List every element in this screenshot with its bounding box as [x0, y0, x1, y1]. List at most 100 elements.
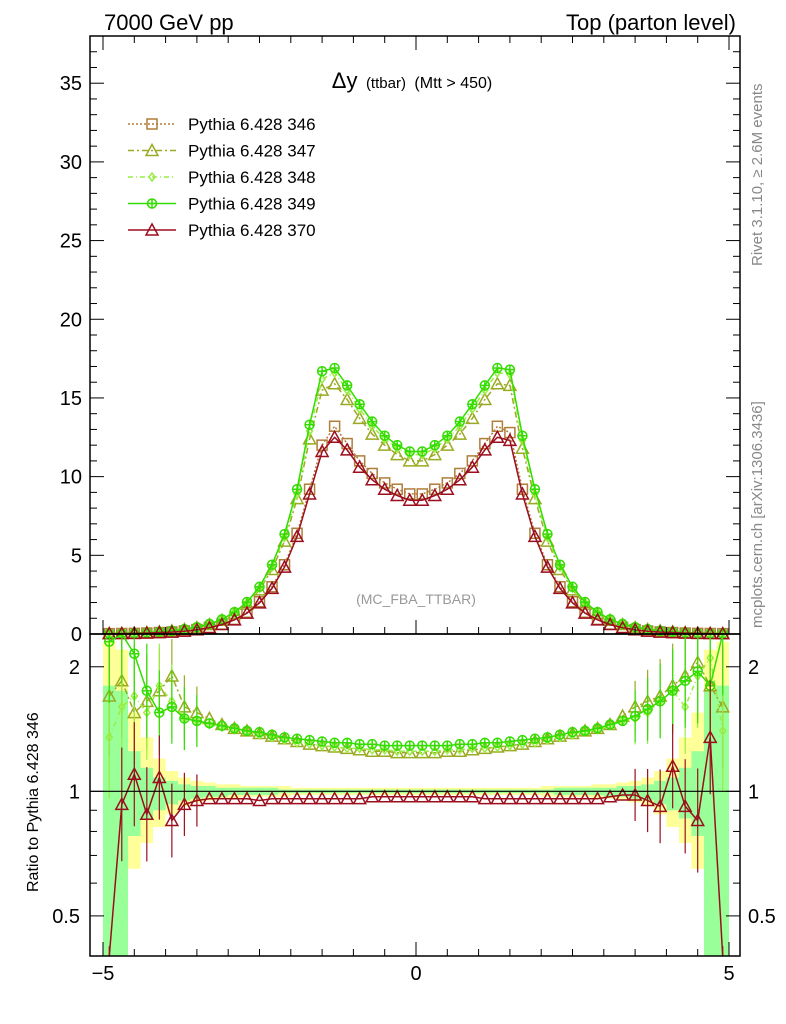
main-point-s3-17: [316, 365, 328, 377]
ratio-point-s3-26: [429, 740, 441, 751]
ratio-point-s3-4: [154, 707, 165, 718]
ratio-point-s3-33: [517, 734, 528, 746]
legend-marker-4: [144, 222, 160, 236]
ratio-point-s2-22: [380, 744, 389, 756]
main-point-s1-19: [339, 391, 355, 406]
main-point-s4-4: [152, 625, 167, 639]
main-point-s0-25: [416, 488, 429, 500]
main-ytick-label-0: 0: [71, 624, 82, 646]
ratio-point-s4-21: [364, 789, 380, 803]
ratio-point-s3-3: [141, 685, 153, 697]
legend-marker-0: [146, 118, 158, 130]
main-point-s2-25: [418, 449, 427, 460]
ratio-ytick-label-left-2: 2: [69, 657, 80, 679]
main-ytick-label-20: 20: [60, 309, 82, 331]
main-point-s3-13: [266, 559, 278, 571]
main-point-s4-23: [389, 487, 405, 502]
ratio-point-s4-39: [590, 791, 605, 805]
ratio-point-s4-32: [502, 791, 518, 805]
ratio-point-s2-13: [268, 732, 276, 743]
main-point-s4-41: [615, 620, 630, 634]
ratio-point-s3-21: [366, 738, 378, 750]
ratio-point-s4-47: [690, 812, 705, 827]
ratio-point-s3-34: [529, 733, 541, 744]
main-line-series-4: [109, 436, 723, 635]
main-point-s1-23: [389, 447, 405, 461]
main-point-s1-30: [477, 391, 493, 406]
ratio-point-s4-1: [114, 796, 130, 811]
main-point-s0-23: [391, 483, 403, 495]
main-point-s3-31: [492, 362, 503, 374]
main-ytick-label-25: 25: [60, 231, 82, 253]
main-point-s3-21: [366, 416, 378, 427]
ratio-line-series-4: [108, 737, 724, 957]
ratio-point-s3-46: [679, 675, 691, 687]
ratio-point-s4-24: [402, 789, 418, 803]
main-point-s4-8: [202, 620, 217, 634]
main-point-s4-10: [227, 612, 242, 626]
ratio-point-s3-23: [391, 740, 403, 751]
ratio-frame: [89, 633, 741, 957]
ratio-point-s4-44: [652, 798, 668, 813]
main-point-s1-27: [440, 437, 455, 451]
legend-marker-2: [148, 171, 156, 183]
ratio-point-s4-18: [327, 791, 342, 805]
main-point-s3-39: [592, 606, 603, 618]
main-point-s3-19: [341, 380, 353, 391]
main-point-s1-26: [427, 447, 443, 461]
ratio-point-s4-15: [289, 791, 305, 805]
ratio-point-s3-16: [304, 734, 315, 746]
main-point-s3-32: [504, 364, 516, 375]
ratio-point-s4-48: [702, 729, 718, 744]
ratio-point-s3-5: [166, 701, 178, 713]
main-point-s1-21: [364, 426, 380, 440]
main-point-s3-35: [542, 528, 553, 540]
main-point-s4-33: [515, 486, 530, 500]
main-point-s3-36: [554, 559, 566, 571]
main-point-s3-26: [429, 439, 441, 451]
main-point-s4-32: [502, 432, 518, 447]
ratio-point-s3-43: [642, 703, 653, 715]
main-point-s4-9: [214, 616, 230, 631]
xtick-label-0: −5: [92, 963, 115, 985]
ratio-point-s4-5: [164, 812, 180, 827]
ratio-point-s4-41: [615, 787, 630, 801]
ratio-point-s3-10: [229, 723, 240, 734]
main-point-s3-23: [391, 439, 403, 451]
ratio-point-s3-38: [579, 725, 591, 737]
ratio-point-s2-29: [468, 743, 477, 754]
legend-label-4: Pythia 6.428 370: [188, 221, 316, 240]
ratio-point-s3-0: [104, 636, 115, 647]
main-point-s4-28: [452, 472, 468, 486]
ratio-point-s2-35: [543, 734, 552, 746]
ratio-point-s3-39: [592, 723, 603, 734]
main-point-s3-16: [304, 419, 315, 430]
ratio-point-s3-24: [404, 740, 415, 751]
legend-label-1: Pythia 6.428 347: [188, 142, 316, 161]
main-ytick-label-5: 5: [71, 545, 82, 567]
ratio-point-s3-36: [554, 729, 566, 741]
ratio-point-s2-49: [718, 725, 727, 737]
ratio-point-s4-4: [152, 769, 167, 784]
main-point-s4-42: [627, 622, 643, 636]
legend-marker-3: [146, 198, 158, 209]
main-point-s3-33: [517, 430, 528, 441]
main-point-s0-32: [504, 426, 516, 439]
ratio-point-s4-3: [139, 806, 155, 821]
main-point-s1-20: [352, 410, 367, 425]
main-point-s1-28: [452, 426, 468, 440]
ratio-point-s3-15: [291, 733, 303, 744]
ratio-point-s3-12: [254, 726, 265, 738]
ratio-point-s3-40: [604, 719, 616, 730]
main-point-s4-43: [640, 623, 655, 637]
ratio-point-s4-7: [189, 792, 205, 807]
main-point-s4-14: [277, 559, 292, 573]
main-point-s0-30: [479, 437, 491, 450]
ratio-point-s4-6: [177, 796, 192, 811]
main-point-s3-34: [529, 483, 541, 495]
xtick-label-2: 5: [723, 963, 734, 985]
ratio-point-s4-9: [214, 791, 230, 805]
main-point-s0-22: [378, 477, 391, 489]
main-point-s3-27: [442, 430, 453, 441]
main-point-s4-40: [602, 616, 618, 631]
